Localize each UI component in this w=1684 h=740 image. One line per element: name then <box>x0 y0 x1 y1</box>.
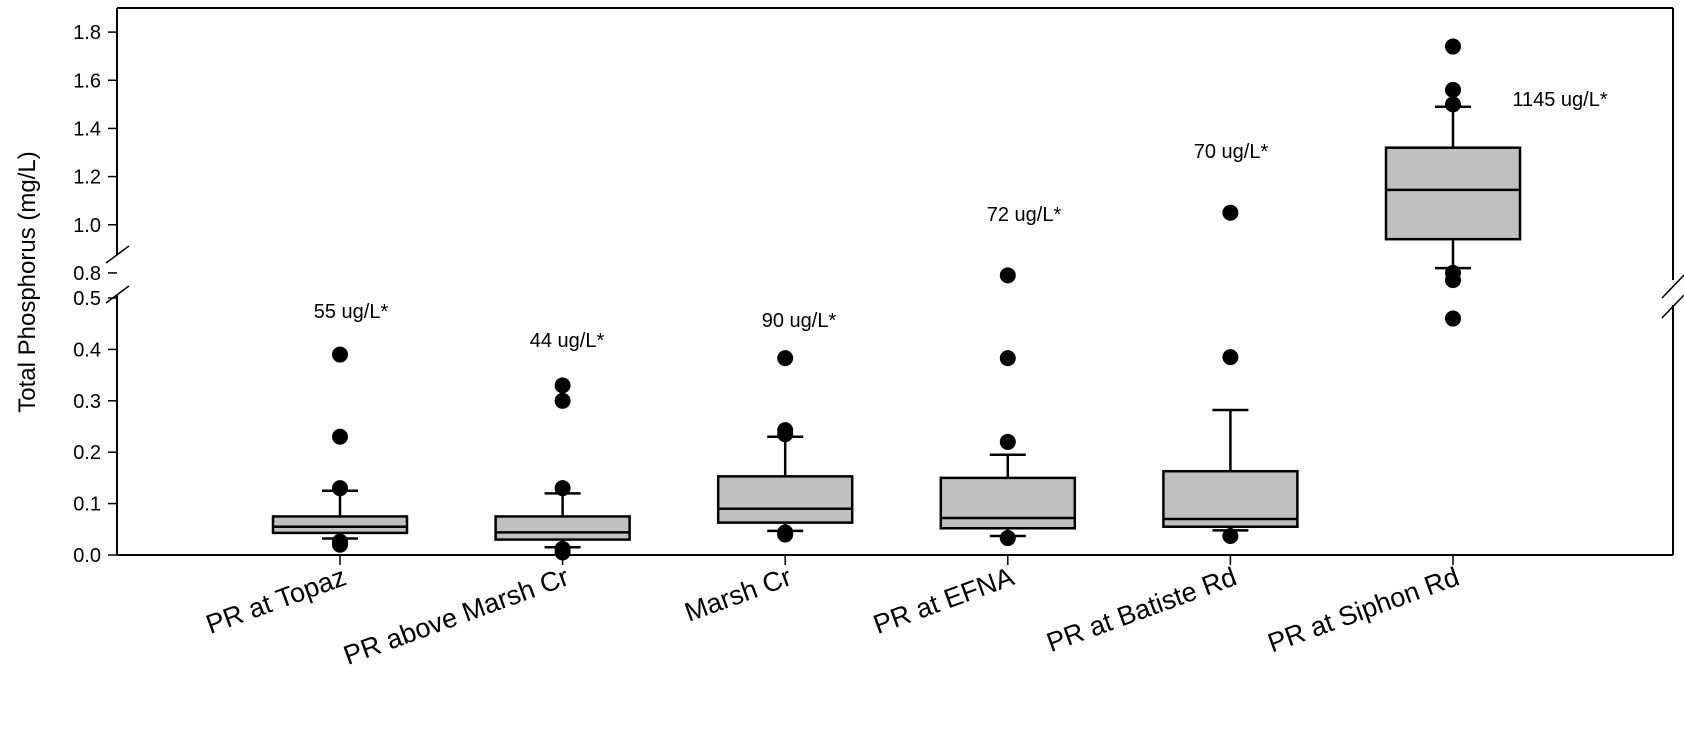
median-annotation: 1145 ug/L* <box>1512 89 1607 111</box>
y-tick-label: 1.6 <box>73 70 101 92</box>
outlier-point <box>554 540 571 557</box>
box-iqr <box>939 476 1077 530</box>
outlier-point <box>999 530 1016 547</box>
y-tick-label: 0.4 <box>73 339 101 361</box>
outlier-point <box>1222 204 1239 221</box>
axis-break-mark <box>1661 294 1684 319</box>
median-annotation: 70 ug/L* <box>1194 141 1269 163</box>
box-iqr <box>716 475 854 524</box>
outlier-point <box>332 428 348 445</box>
median-annotation: 72 ug/L* <box>987 204 1062 226</box>
outliers <box>332 38 1461 561</box>
x-category-label: Marsh Cr <box>681 561 796 627</box>
y-tick-label: 1.2 <box>73 167 101 189</box>
outlier-point <box>1222 527 1239 544</box>
y-tick-label: 0.8 <box>73 263 101 285</box>
y-tick-label: 1.8 <box>73 22 101 44</box>
outlier-point <box>999 267 1016 284</box>
axes: 0.0 0.1 0.2 0.3 0.4 0.5 0.8 1.0 1.2 1.4 1.6 1.8 <box>73 7 1684 567</box>
axis-break-mark <box>105 245 130 264</box>
y-tick-label: 0.3 <box>73 391 101 413</box>
outlier-point <box>332 346 348 363</box>
boxes <box>271 105 1522 549</box>
y-tick-label: 0.0 <box>73 545 101 567</box>
outlier-point <box>999 350 1016 367</box>
box-iqr <box>1162 469 1299 528</box>
outlier-point <box>777 350 794 367</box>
y-tick-label: 1.4 <box>73 118 101 140</box>
box-iqr <box>271 515 409 535</box>
x-category-label: PR at EFNA <box>869 561 1017 639</box>
outlier-point <box>332 533 348 550</box>
outlier-point <box>554 480 571 497</box>
x-category-label: PR above Marsh Cr <box>340 561 573 670</box>
outlier-point <box>1445 96 1461 113</box>
axis-break-mark <box>105 285 130 304</box>
y-tick-label: 0.5 <box>73 288 101 310</box>
outlier-point <box>1222 349 1239 366</box>
outlier-point <box>1445 310 1461 327</box>
outlier-point <box>1445 81 1461 98</box>
x-category-label: PR at Batiste Rd <box>1043 561 1241 657</box>
x-category-label: PR at Topaz <box>202 561 350 639</box>
outlier-point <box>777 524 794 541</box>
median-annotation: 55 ug/L* <box>314 301 389 323</box>
y-tick-label: 1.0 <box>73 215 101 237</box>
outlier-point <box>554 392 571 409</box>
outlier-point <box>1445 264 1461 281</box>
outlier-point <box>999 433 1016 450</box>
outlier-point <box>554 377 571 394</box>
y-tick-label: 0.1 <box>73 494 101 516</box>
outlier-point <box>777 422 794 439</box>
axis-break-mark <box>1661 274 1684 299</box>
y-axis-title: Total Phosphorus (mg/L) <box>14 151 41 412</box>
median-annotation: 90 ug/L* <box>762 310 837 332</box>
outlier-point <box>332 480 348 497</box>
y-tick-label: 0.2 <box>73 442 101 464</box>
median-annotation: 44 ug/L* <box>530 330 605 352</box>
box-iqr <box>494 515 631 541</box>
box-iqr <box>1384 146 1522 241</box>
outlier-point <box>1445 38 1461 55</box>
x-category-label: PR at Siphon Rd <box>1264 561 1463 658</box>
